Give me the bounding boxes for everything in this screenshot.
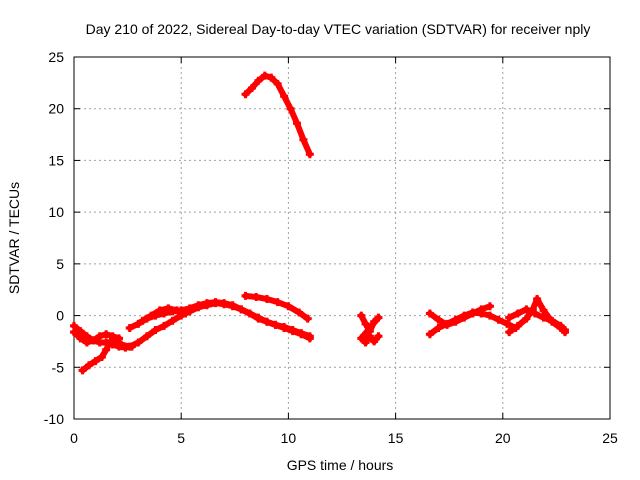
x-tick-label: 25 <box>602 430 618 446</box>
data-point <box>374 332 383 341</box>
series-arc-2 <box>70 328 124 347</box>
data-point <box>181 309 190 318</box>
x-axis-label: GPS time / hours <box>287 457 394 473</box>
series-arc-11 <box>425 302 494 329</box>
y-tick-label: 20 <box>48 101 64 117</box>
grid-lines <box>74 57 610 419</box>
x-tick-label: 20 <box>495 430 511 446</box>
x-tick-label: 5 <box>177 430 185 446</box>
data-point <box>485 302 494 311</box>
data-point <box>305 332 314 341</box>
y-tick-label: -5 <box>52 359 65 375</box>
x-tick-label: 15 <box>388 430 404 446</box>
y-tick-label: 5 <box>56 256 64 272</box>
y-axis-label: SDTVAR / TECUs <box>6 182 22 294</box>
chart-title: Day 210 of 2022, Sidereal Day-to-day VTE… <box>86 21 591 37</box>
y-tick-label: 25 <box>48 49 64 65</box>
series-arc-13 <box>505 305 569 335</box>
data-point <box>560 326 569 335</box>
axis-ticks <box>73 56 611 420</box>
series-arc-9 <box>357 311 383 347</box>
y-tick-label: 10 <box>48 204 64 220</box>
plot-area-frame <box>73 56 611 420</box>
y-tick-label: 15 <box>48 152 64 168</box>
series-arc-7 <box>241 291 312 323</box>
x-tick-label: 10 <box>281 430 297 446</box>
tick-labels: 0 5 10 15 20 25 -10 -5 0 5 10 15 20 25 <box>44 49 618 446</box>
x-tick-label: 0 <box>70 430 78 446</box>
series-arc-8 <box>241 71 314 159</box>
data-point <box>305 150 314 159</box>
data-point <box>303 314 312 323</box>
y-tick-label: -10 <box>44 411 64 427</box>
y-tick-label: 0 <box>56 308 64 324</box>
data-trace-segment <box>358 314 382 342</box>
data-points <box>70 71 569 375</box>
series-arc-6 <box>138 304 190 325</box>
